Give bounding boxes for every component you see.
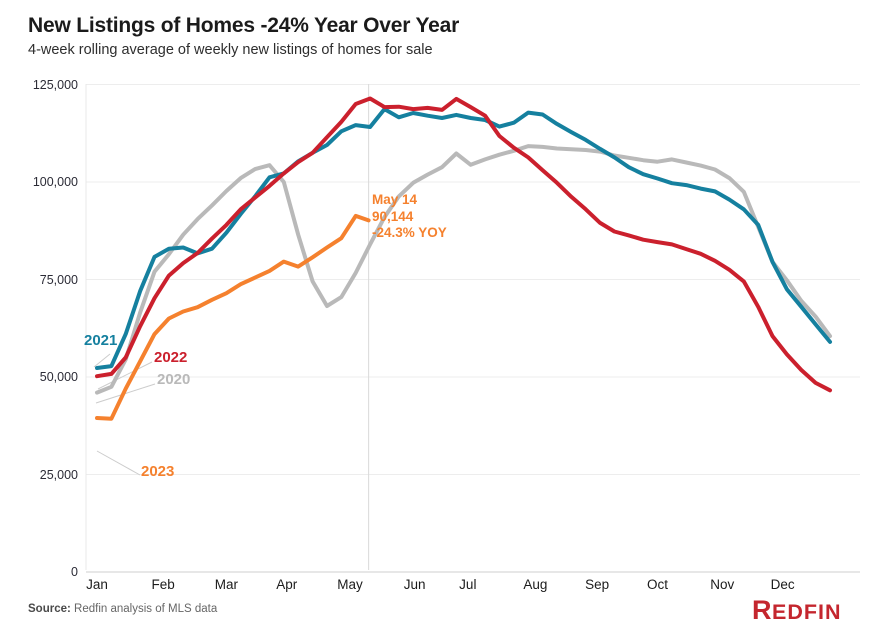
page-subtitle: 4-week rolling average of weekly new lis… <box>28 42 433 58</box>
series-label-2020: 2020 <box>157 371 191 388</box>
series-line-2021 <box>95 107 832 370</box>
x-tick-label: Jul <box>459 577 477 592</box>
source-text: Redfin analysis of MLS data <box>70 603 218 615</box>
x-tick-label: Mar <box>214 577 238 592</box>
logo-first-letter: R <box>752 595 772 625</box>
y-tick-label: 0 <box>71 565 78 579</box>
page-title: New Listings of Homes -24% Year Over Yea… <box>28 14 460 37</box>
x-tick-label: Aug <box>523 577 548 592</box>
series-line-2020 <box>95 144 832 395</box>
series-label-2021: 2021 <box>84 332 118 349</box>
annotation-yoy: -24.3% YOY <box>372 225 447 240</box>
annotation-value: 90,144 <box>372 208 414 224</box>
x-tick-label: Feb <box>151 577 175 592</box>
label-leader-line <box>93 353 111 368</box>
x-tick-label: Jan <box>86 577 108 592</box>
x-tick-label: Dec <box>770 577 795 592</box>
annotation-callout: May 14 90,144 -24.3% YOY <box>372 192 447 242</box>
label-leader-line <box>96 450 141 476</box>
y-tick-label: 100,000 <box>32 175 78 189</box>
x-tick-label: May <box>337 577 363 592</box>
x-tick-label: Nov <box>710 577 735 592</box>
source-note: Source: Redfin analysis of MLS data <box>28 603 217 615</box>
annotation-date: May 14 <box>372 192 418 207</box>
x-tick-label: Sep <box>585 577 610 592</box>
y-tick-label: 50,000 <box>39 370 78 384</box>
redfin-logo: R EDFIN <box>752 595 842 626</box>
x-tick-label: Oct <box>647 577 669 592</box>
series-label-2022: 2022 <box>154 349 188 366</box>
y-tick-label: 125,000 <box>32 77 78 92</box>
y-tick-label: 25,000 <box>39 467 78 482</box>
series-label-2023: 2023 <box>141 463 175 480</box>
x-tick-label: Jun <box>403 577 426 592</box>
series-line-2022 <box>95 96 832 393</box>
source-label: Source: <box>28 603 71 615</box>
y-tick-label: 75,000 <box>39 272 78 287</box>
logo-rest: EDFIN <box>772 600 842 624</box>
series-line-2023 <box>95 213 371 421</box>
x-tick-label: Apr <box>276 577 298 592</box>
label-leader-line <box>97 361 153 390</box>
